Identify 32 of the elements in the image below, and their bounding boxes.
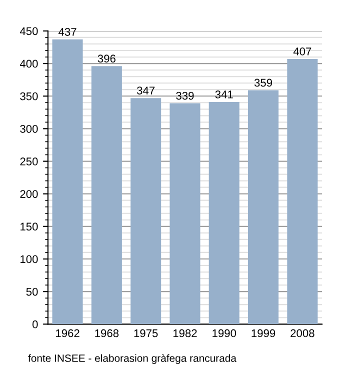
data-label: 341 [215,90,233,98]
data-label: 407 [293,48,312,56]
y-tick-label: 0 [32,320,38,328]
y-tick-label: 250 [20,158,38,166]
x-tick-label: 2008 [290,329,314,338]
bar [248,90,279,324]
x-tick-label: 1990 [212,329,236,338]
x-tick-label: 1999 [252,329,276,338]
y-tick-label: 450 [20,27,38,36]
bar [170,103,200,324]
x-tick-label: 1968 [95,329,119,338]
y-tick-label: 200 [20,190,38,198]
data-label: 359 [254,78,272,87]
y-tick-label: 50 [26,288,38,296]
x-tick-label: 1962 [56,329,80,338]
x-tick-label: 1975 [134,329,158,338]
bar [208,102,240,324]
bar [130,98,162,324]
data-label: 437 [58,28,76,36]
data-label: 347 [136,86,155,94]
bar [91,66,122,324]
y-tick-label: 300 [20,124,38,133]
data-label: 396 [98,54,116,63]
y-tick-label: 150 [20,222,38,231]
data-label: 339 [176,92,194,100]
source-note: fonte INSEE - elaborasion gràfega rancurada [28,354,236,364]
bar [52,39,83,324]
y-tick-label: 400 [20,60,38,68]
y-tick-label: 350 [20,92,38,100]
x-tick-label: 1982 [173,329,197,338]
y-tick-label: 100 [20,255,38,264]
bar [287,58,318,324]
